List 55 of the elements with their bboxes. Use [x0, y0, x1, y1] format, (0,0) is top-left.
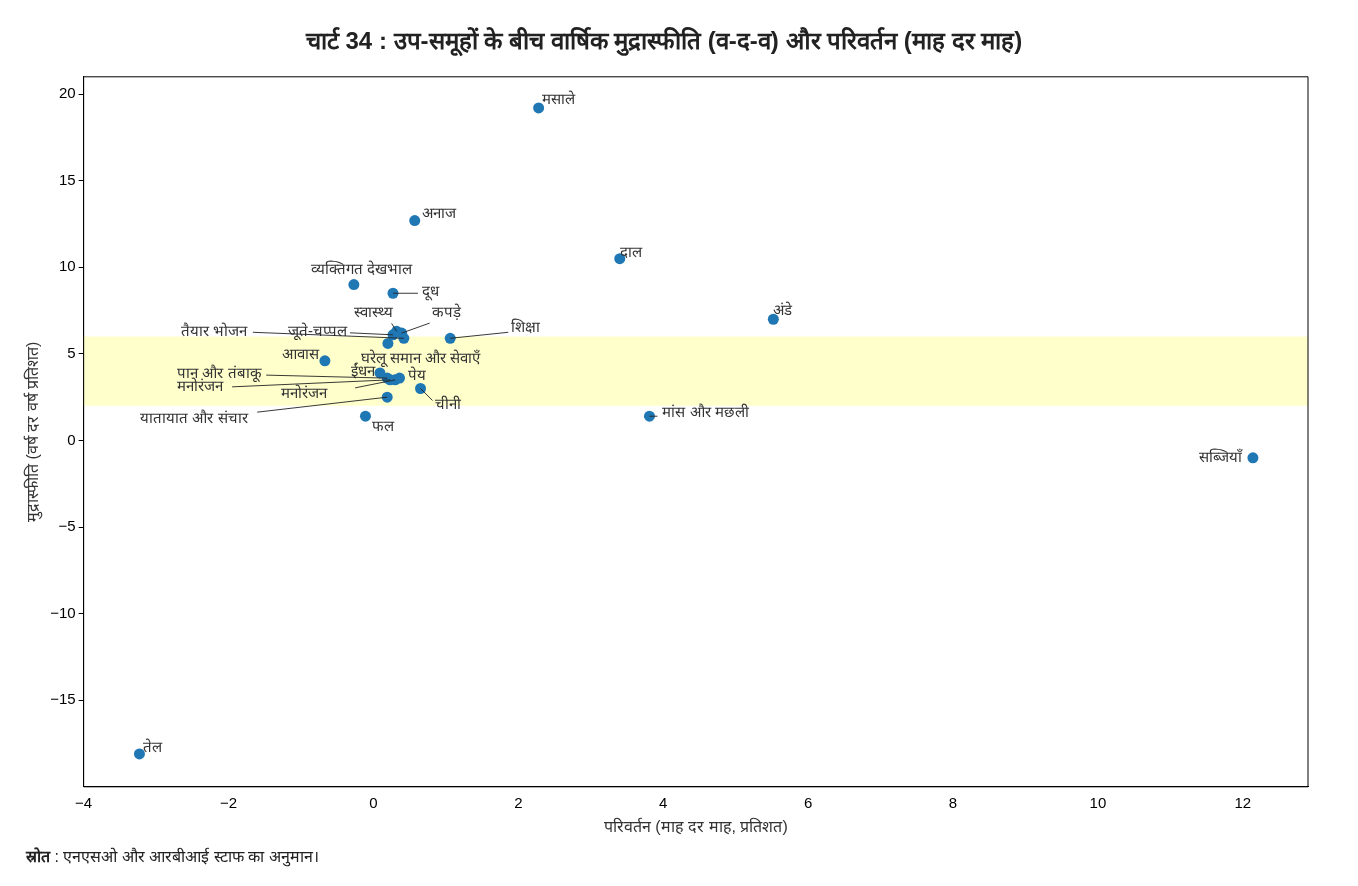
point	[133, 748, 145, 760]
point	[415, 383, 427, 395]
data-label: तैयार भोजन	[180, 322, 249, 340]
point	[359, 410, 371, 422]
y-tick-label: −15	[50, 690, 76, 708]
y-tick-label: −5	[58, 517, 76, 535]
x-tick-label: 0	[369, 793, 378, 811]
point	[643, 410, 655, 422]
data-label: मनोरंजन	[281, 383, 329, 401]
y-tick-label: −10	[50, 603, 76, 621]
data-label: फल	[372, 417, 396, 435]
point	[319, 355, 331, 367]
data-label: तेल	[143, 737, 164, 755]
point	[1247, 452, 1259, 464]
data-label: दूध	[421, 282, 440, 302]
point	[382, 337, 394, 349]
point	[533, 102, 545, 114]
y-tick-label: 15	[58, 170, 76, 188]
x-tick-label: 10	[1089, 793, 1107, 811]
y-tick-label: 5	[67, 344, 76, 362]
y-tick-label: 0	[67, 430, 76, 448]
y-axis-title: मुद्रास्फीति (वर्ष दर वर्ष प्रतिशत)	[23, 341, 44, 523]
data-label: व्यक्तिगत देखभाल	[310, 259, 414, 277]
x-axis-title: परिवर्तन (माह दर माह, प्रतिशत)	[603, 816, 788, 835]
data-label: मसाले	[541, 89, 576, 107]
text: स्रोत : एनएसओ और आरबीआई स्टाफ का अनुमान।	[25, 847, 319, 867]
point	[348, 279, 360, 291]
data-label: स्वास्थ्य	[353, 303, 393, 321]
x-tick-label: −2	[219, 793, 238, 811]
x-tick-label: 8	[948, 793, 958, 811]
data-label: जूते-चप्पल	[287, 321, 348, 341]
data-label: सब्जियाँ	[1198, 447, 1243, 465]
point	[767, 313, 779, 325]
data-label: कपड़े	[431, 303, 462, 321]
x-tick-label: 2	[514, 793, 523, 811]
data-label: अंडे	[773, 301, 794, 319]
data-label: चीनी	[434, 394, 462, 412]
y-tick-label: 10	[58, 257, 76, 275]
data-label: दाल	[619, 242, 643, 260]
x-tick-label: −4	[75, 793, 93, 811]
data-label: अनाज	[421, 203, 457, 221]
data-label: शिक्षा	[511, 318, 542, 336]
data-label: आवास	[281, 344, 320, 362]
chart-title: चार्ट 34 : उप-समूहों के बीच वार्षिक मुद्रास्फीति (व-द-व) और परिवर्तन (माह दर माह)	[304, 27, 1023, 58]
data-label: मनोरंजन	[177, 376, 225, 394]
data-label: मांस और मछली	[662, 403, 750, 421]
x-tick-label: 4	[659, 793, 668, 811]
y-tick-label: 20	[58, 84, 76, 102]
x-tick-label: 12	[1234, 793, 1252, 811]
data-label: पेय	[407, 366, 426, 384]
data-label: यातायात और संचार	[140, 409, 249, 427]
x-tick-label: 6	[803, 793, 813, 811]
point	[394, 372, 406, 384]
point	[409, 215, 421, 227]
point	[381, 391, 393, 403]
